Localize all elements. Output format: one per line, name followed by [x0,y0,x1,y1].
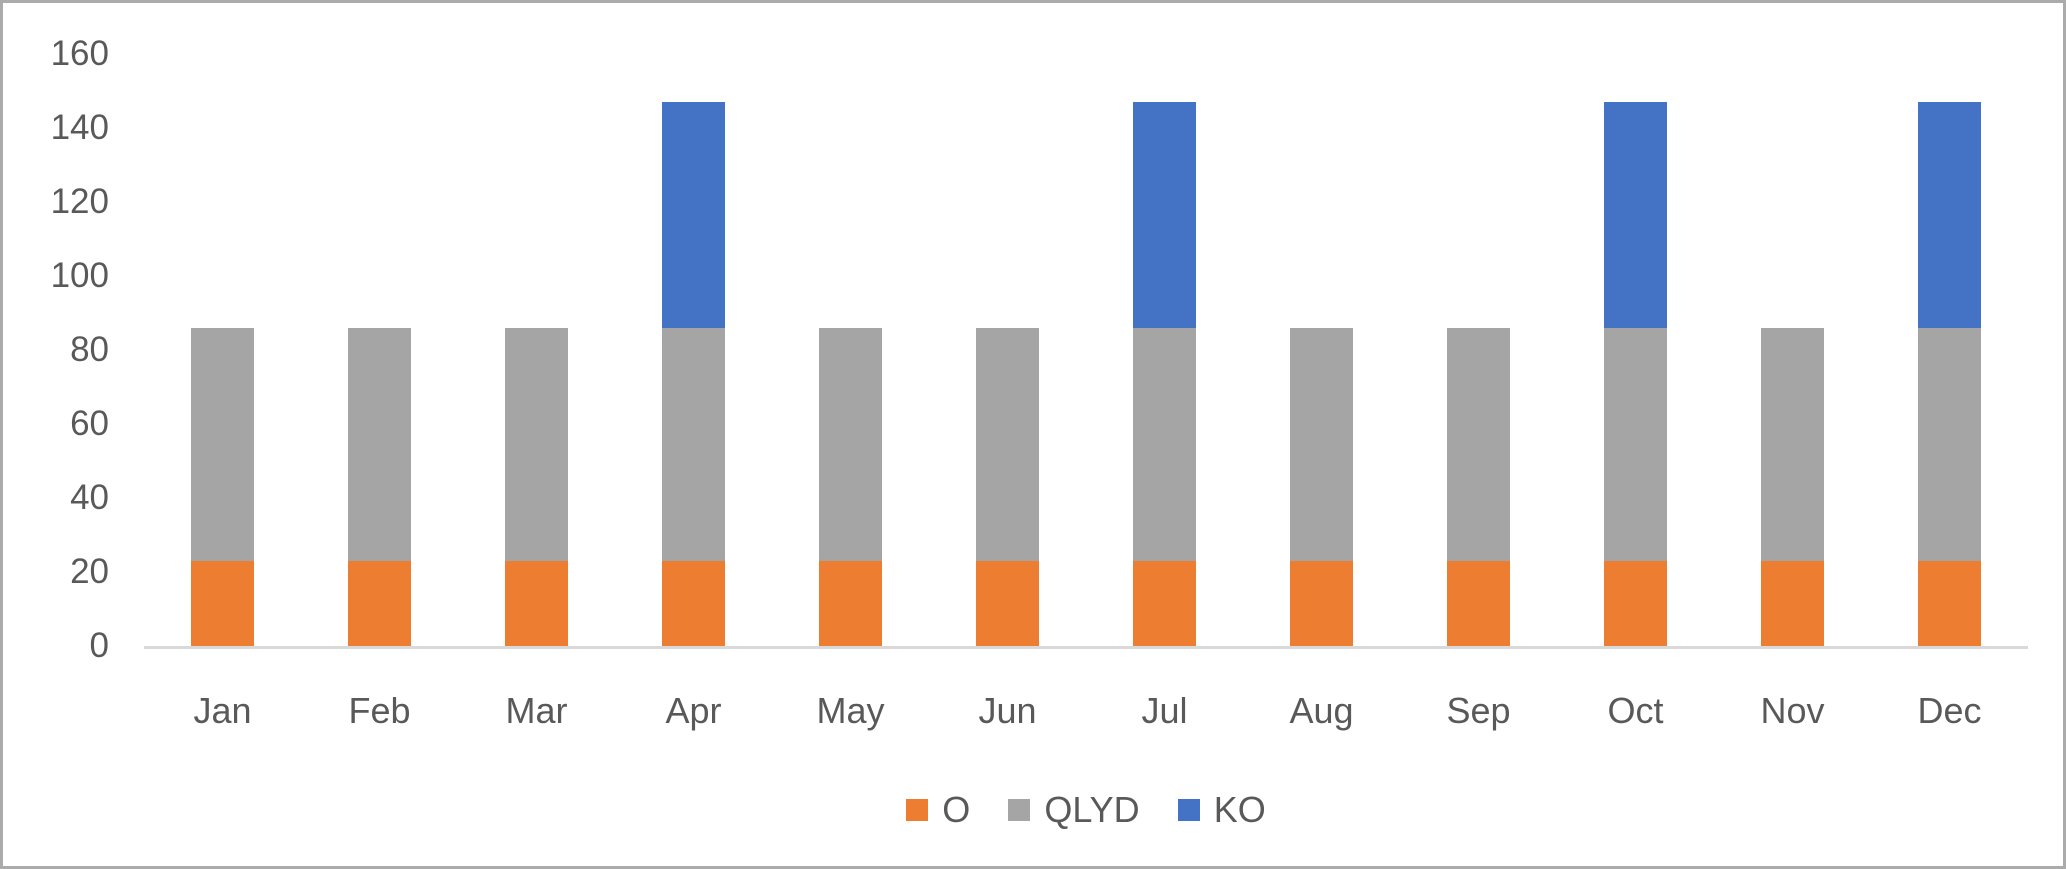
bar-segment-o [819,560,882,646]
category-slot-jan [144,54,301,646]
x-axis-label-sep: Sep [1446,690,1511,731]
y-tick-label: 120 [50,182,109,221]
stacked-bar-nov [1761,327,1824,646]
legend-item-o: O [906,789,970,831]
y-tick-label: 80 [70,330,109,369]
bar-segment-o [348,560,411,646]
bar-segment-qlyd [1761,327,1824,561]
x-axis-label-apr: Apr [665,690,722,731]
y-tick-label: 20 [70,552,109,591]
bar-segment-qlyd [1447,327,1510,561]
category-slot-jul [1086,54,1243,646]
legend-label: O [942,789,971,830]
bar-segment-o [1918,560,1981,646]
bar-segment-o [1761,560,1824,646]
bar-segment-ko [1918,102,1981,328]
legend-label: KO [1213,789,1266,830]
bar-segment-ko [662,102,725,328]
bar-segment-qlyd [1290,327,1353,561]
legend-swatch-icon [1177,799,1200,821]
category-slot-may [772,54,929,646]
legend-swatch-icon [906,799,929,821]
bar-segment-o [191,560,254,646]
category-slot-jun [929,54,1086,646]
stacked-bar-jul [1133,102,1196,646]
category-slot-nov [1714,54,1871,646]
stacked-bar-feb [348,327,411,646]
stacked-bar-jan [191,327,254,646]
stacked-bar-sep [1447,327,1510,646]
bar-segment-o [505,560,568,646]
category-slot-feb [301,54,458,646]
x-axis-label-feb: Feb [348,690,411,731]
stacked-bar-may [819,327,882,646]
stacked-bar-aug [1290,327,1353,646]
bar-segment-ko [1604,102,1667,328]
legend-label: QLYD [1044,789,1140,830]
x-axis-label-jan: Jan [193,690,252,731]
legend-item-qlyd: QLYD [1008,789,1140,831]
stacked-bar-mar [505,327,568,646]
x-axis-label-nov: Nov [1760,690,1825,731]
bar-segment-o [1290,560,1353,646]
chart-legend: O QLYD KO [144,789,2028,831]
category-slot-aug [1243,54,1400,646]
category-slot-sep [1400,54,1557,646]
x-axis-label-may: May [816,690,885,731]
bar-segment-ko [1133,102,1196,328]
bar-segment-o [662,560,725,646]
stacked-bar-jun [976,327,1039,646]
bar-segment-qlyd [976,327,1039,561]
x-axis-label-jul: Jul [1141,690,1188,731]
bar-segment-qlyd [662,327,725,561]
y-tick-label: 0 [89,626,109,665]
x-axis-labels: Jan Feb Mar Apr May Jun Jul Aug Sep Oct Nov Dec [144,693,2028,729]
bar-segment-qlyd [191,327,254,561]
plot-area [144,54,2028,649]
bar-segment-qlyd [1918,327,1981,561]
bar-segment-qlyd [348,327,411,561]
y-tick-label: 140 [50,108,109,147]
bar-segment-o [976,560,1039,646]
bar-segment-qlyd [505,327,568,561]
stacked-bar-apr [662,102,725,646]
x-axis-label-aug: Aug [1289,690,1354,731]
x-axis-label-dec: Dec [1917,690,1982,731]
category-slot-oct [1557,54,1714,646]
bar-segment-o [1604,560,1667,646]
x-axis-label-oct: Oct [1607,690,1664,731]
y-tick-label: 160 [50,34,109,73]
category-slot-dec [1871,54,2028,646]
y-tick-label: 60 [70,404,109,443]
y-tick-label: 100 [50,256,109,295]
stacked-bar-oct [1604,102,1667,646]
bar-segment-qlyd [1133,327,1196,561]
bar-segment-o [1447,560,1510,646]
y-tick-label: 40 [70,478,109,517]
x-axis-label-mar: Mar [505,690,568,731]
category-slot-apr [615,54,772,646]
stacked-bar-dec [1918,102,1981,646]
legend-item-ko: KO [1177,789,1266,831]
legend-swatch-icon [1008,799,1031,821]
bar-segment-qlyd [819,327,882,561]
x-axis-label-jun: Jun [978,690,1037,731]
bar-segment-qlyd [1604,327,1667,561]
bar-segment-o [1133,560,1196,646]
category-slot-mar [458,54,615,646]
